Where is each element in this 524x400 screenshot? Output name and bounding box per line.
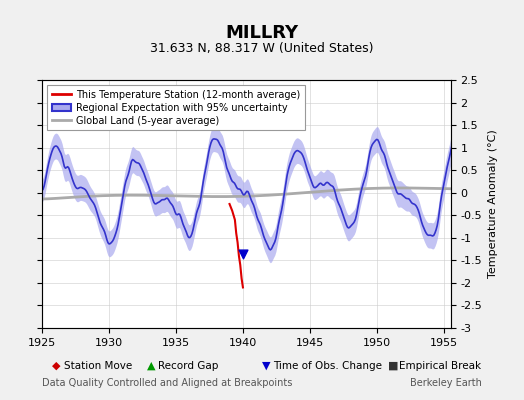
Text: Record Gap: Record Gap [158,361,219,371]
Text: ▼: ▼ [262,361,270,371]
Y-axis label: Temperature Anomaly (°C): Temperature Anomaly (°C) [488,130,498,278]
Text: Time of Obs. Change: Time of Obs. Change [274,361,383,371]
Text: ◆: ◆ [52,361,61,371]
Text: ■: ■ [388,361,398,371]
Text: 31.633 N, 88.317 W (United States): 31.633 N, 88.317 W (United States) [150,42,374,55]
Text: Data Quality Controlled and Aligned at Breakpoints: Data Quality Controlled and Aligned at B… [42,378,292,388]
Text: Station Move: Station Move [64,361,132,371]
Text: ▲: ▲ [147,361,155,371]
Legend: This Temperature Station (12-month average), Regional Expectation with 95% uncer: This Temperature Station (12-month avera… [47,85,305,130]
Text: Berkeley Earth: Berkeley Earth [410,378,482,388]
Text: MILLRY: MILLRY [225,24,299,42]
Point [239,250,247,257]
Text: Empirical Break: Empirical Break [399,361,482,371]
